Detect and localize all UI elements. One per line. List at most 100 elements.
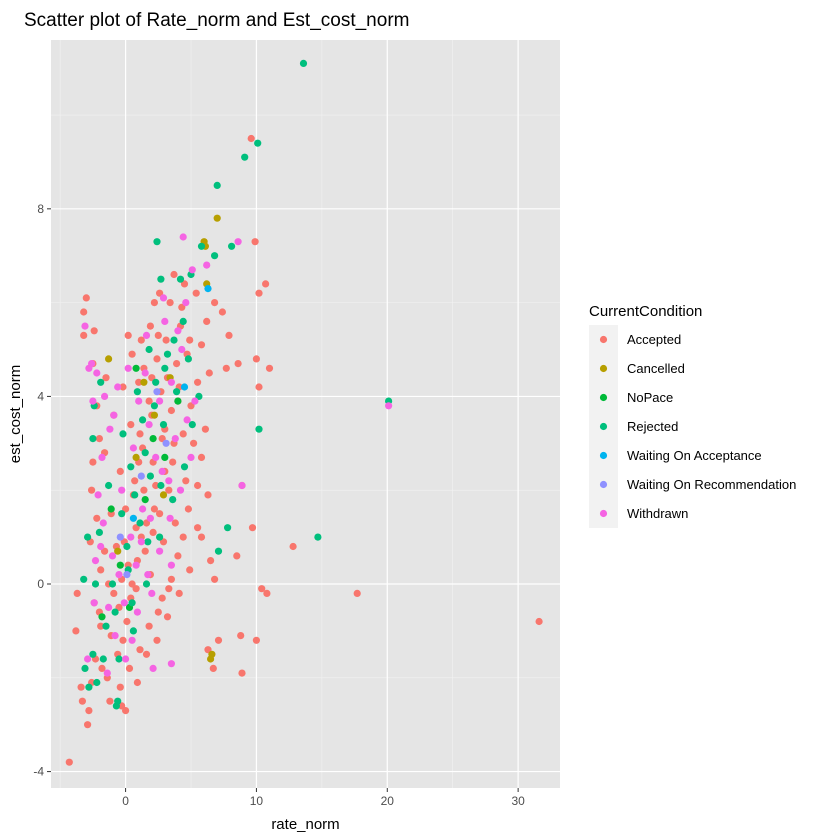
data-point xyxy=(110,411,118,419)
data-point xyxy=(180,280,189,288)
legend-item: Waiting On Acceptance xyxy=(589,441,762,470)
data-point xyxy=(102,374,110,382)
data-point xyxy=(159,294,168,302)
data-point xyxy=(110,589,118,598)
data-point xyxy=(129,514,137,522)
data-point xyxy=(211,575,219,583)
data-point xyxy=(116,533,124,541)
data-point xyxy=(156,397,164,405)
data-point xyxy=(133,608,141,616)
data-point xyxy=(98,453,106,461)
data-point xyxy=(89,435,97,443)
data-point xyxy=(107,505,115,513)
data-point xyxy=(105,355,113,363)
data-point xyxy=(108,552,117,560)
data-point xyxy=(194,524,202,532)
data-point xyxy=(159,421,168,429)
data-point xyxy=(166,299,174,307)
data-point xyxy=(179,533,187,541)
data-point xyxy=(167,575,175,583)
data-points xyxy=(65,59,543,766)
data-point xyxy=(123,542,131,551)
data-point xyxy=(140,378,148,386)
data-point xyxy=(95,435,103,443)
legend-label: Waiting On Acceptance xyxy=(627,448,762,463)
data-point xyxy=(145,622,153,630)
data-point xyxy=(169,496,177,504)
data-point xyxy=(122,707,130,715)
data-point xyxy=(234,360,242,368)
legend-item: Accepted xyxy=(589,325,681,354)
x-tick-label: 0 xyxy=(122,794,129,808)
data-point xyxy=(213,214,221,222)
legend-item: NoPace xyxy=(589,383,673,412)
data-point xyxy=(204,285,212,293)
data-point xyxy=(214,547,223,555)
data-point xyxy=(105,603,113,612)
data-point xyxy=(535,617,543,626)
data-point xyxy=(85,364,93,372)
data-point xyxy=(192,289,200,297)
data-point xyxy=(149,528,157,537)
data-point xyxy=(141,449,149,457)
data-point xyxy=(153,636,161,644)
data-point xyxy=(161,453,169,461)
data-point xyxy=(120,599,128,607)
data-point xyxy=(238,669,246,677)
y-tick-label: 8 xyxy=(37,202,44,216)
data-point xyxy=(161,317,169,325)
data-point xyxy=(207,557,215,565)
data-point xyxy=(80,308,88,316)
data-point xyxy=(72,627,80,635)
data-point xyxy=(170,336,178,344)
data-point xyxy=(166,514,174,522)
data-point xyxy=(167,406,175,415)
data-point xyxy=(204,491,212,499)
data-point xyxy=(148,589,156,598)
data-point xyxy=(111,632,119,640)
data-point xyxy=(228,242,236,250)
data-point xyxy=(99,655,107,663)
data-point xyxy=(118,486,126,494)
data-point xyxy=(238,481,246,490)
data-point xyxy=(73,589,81,598)
data-point xyxy=(91,557,100,565)
data-point xyxy=(194,481,202,490)
data-point xyxy=(97,542,105,551)
data-point xyxy=(145,345,153,354)
data-point xyxy=(186,566,194,574)
data-point xyxy=(180,383,189,391)
data-point xyxy=(149,664,157,673)
data-point xyxy=(93,514,101,522)
data-point xyxy=(106,697,114,705)
data-point xyxy=(127,421,135,429)
data-point xyxy=(80,575,88,583)
data-point xyxy=(162,439,170,447)
data-point xyxy=(179,233,187,241)
data-point xyxy=(115,571,123,579)
data-point xyxy=(174,397,182,405)
data-point xyxy=(197,533,206,541)
data-point xyxy=(190,439,198,447)
data-point xyxy=(170,270,178,279)
data-point xyxy=(128,599,136,607)
data-point xyxy=(84,655,92,663)
data-point xyxy=(163,350,172,358)
x-tick-label: 30 xyxy=(511,794,525,808)
data-point xyxy=(255,289,263,297)
y-tick-label: 0 xyxy=(37,577,44,591)
data-point xyxy=(163,613,172,621)
legend-item: Rejected xyxy=(589,412,678,441)
data-point xyxy=(108,580,117,588)
data-point xyxy=(97,378,105,386)
data-point xyxy=(156,547,164,555)
data-point xyxy=(85,707,93,715)
data-point xyxy=(132,585,140,593)
data-point xyxy=(225,331,233,339)
data-point xyxy=(161,364,169,372)
data-point xyxy=(142,650,151,658)
data-point xyxy=(146,514,154,522)
data-point xyxy=(167,378,175,386)
data-point xyxy=(154,331,162,339)
data-point xyxy=(119,430,127,438)
